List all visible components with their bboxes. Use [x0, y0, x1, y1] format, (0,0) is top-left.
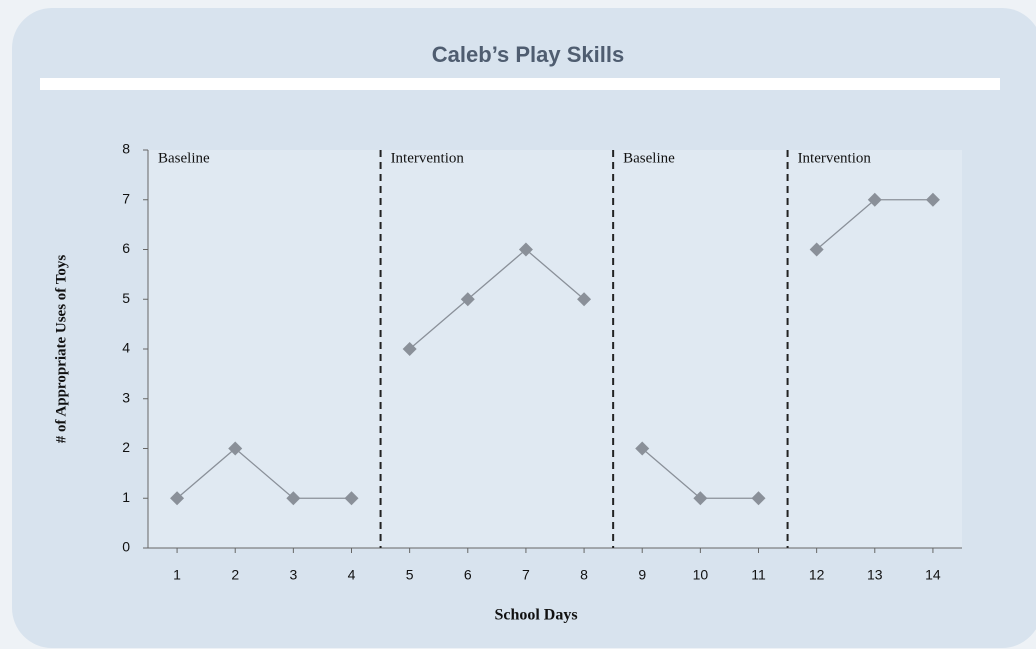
x-tick-label: 13 — [867, 567, 883, 583]
x-tick-label: 4 — [348, 567, 356, 583]
data-point — [867, 192, 882, 207]
chart-title: Caleb’s Play Skills — [432, 42, 624, 67]
data-point — [693, 491, 708, 506]
data-point — [925, 192, 940, 207]
x-tick-label: 12 — [809, 567, 825, 583]
data-point — [751, 491, 766, 506]
data-point — [344, 491, 359, 506]
data-point — [635, 441, 650, 456]
data-point — [518, 242, 533, 257]
title-strip — [40, 78, 1000, 90]
plot-area — [148, 150, 962, 548]
x-tick-label: 1 — [173, 567, 181, 583]
y-tick-label: 5 — [122, 290, 130, 306]
phase-label: Baseline — [158, 150, 210, 166]
phase-label: Intervention — [391, 150, 465, 166]
x-tick-label: 11 — [751, 567, 766, 583]
data-point — [577, 292, 592, 307]
y-tick-label: 0 — [122, 539, 130, 555]
data-point — [402, 342, 417, 356]
phase-label: Baseline — [623, 150, 675, 166]
x-tick-label: 3 — [289, 567, 297, 583]
x-tick-label: 6 — [464, 567, 472, 583]
phase-label: Intervention — [798, 150, 872, 166]
y-tick-label: 7 — [122, 190, 130, 206]
y-tick-label: 8 — [122, 141, 130, 157]
data-point — [809, 242, 824, 257]
y-tick-label: 3 — [122, 389, 130, 405]
x-tick-label: 14 — [925, 567, 941, 583]
x-tick-label: 9 — [638, 567, 646, 583]
series-line — [176, 447, 352, 499]
x-tick-label: 7 — [522, 567, 530, 583]
data-point — [170, 491, 185, 506]
y-axis-label: # of Appropriate Uses of Toys — [53, 255, 69, 444]
x-axis-label: School Days — [494, 607, 577, 624]
y-tick-label: 1 — [122, 489, 130, 505]
x-tick-label: 8 — [580, 567, 588, 583]
series-line — [409, 248, 585, 350]
data-point — [228, 441, 243, 456]
x-tick-label: 5 — [406, 567, 414, 583]
data-point — [460, 292, 475, 307]
data-point — [286, 491, 301, 506]
x-tick-label: 10 — [693, 567, 709, 583]
y-tick-label: 6 — [122, 240, 130, 256]
x-tick-label: 2 — [231, 567, 239, 583]
y-tick-label: 2 — [122, 439, 130, 455]
y-tick-label: 4 — [122, 340, 130, 356]
